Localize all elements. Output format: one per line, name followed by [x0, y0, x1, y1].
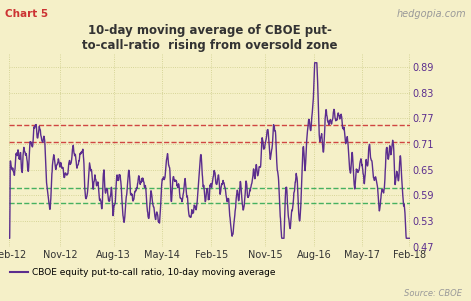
Text: hedgopia.com: hedgopia.com — [397, 9, 466, 19]
Title: 10-day moving average of CBOE put-
to-call-ratio  rising from oversold zone: 10-day moving average of CBOE put- to-ca… — [82, 23, 337, 52]
Text: Source: CBOE: Source: CBOE — [404, 289, 462, 298]
Legend: CBOE equity put-to-call ratio, 10-day moving average: CBOE equity put-to-call ratio, 10-day mo… — [10, 268, 276, 277]
Text: Chart 5: Chart 5 — [5, 9, 48, 19]
